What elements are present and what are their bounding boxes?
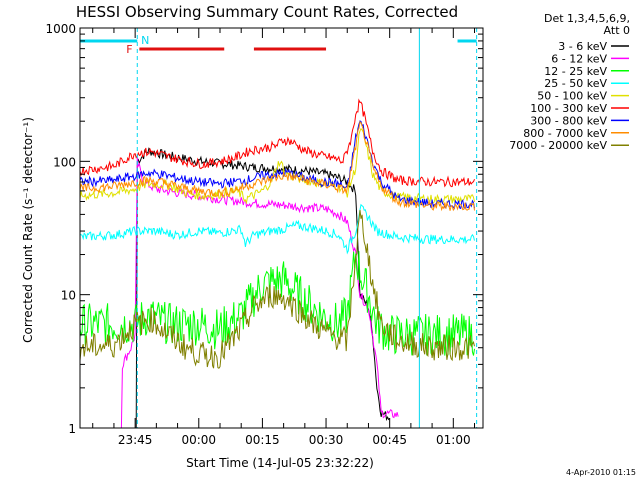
legend-label-1: 3 - 6 keV xyxy=(558,40,607,53)
y-tick-label-10: 10 xyxy=(61,289,76,303)
y-tick-label-1: 1 xyxy=(68,422,76,436)
flag-F-label: F xyxy=(126,43,132,56)
y-axis-label: Corrected Count Rate (s⁻¹ detector⁻¹) xyxy=(21,117,35,343)
legend-label-3: 12 - 25 keV xyxy=(544,65,607,78)
x-tick-label: 01:00 xyxy=(436,433,471,447)
legend-label-7: 300 - 800 keV xyxy=(530,114,607,127)
legend-label-6: 100 - 300 keV xyxy=(530,102,607,115)
x-axis-label: Start Time (14-Jul-05 23:32:22) xyxy=(186,456,374,470)
x-tick-label: 23:45 xyxy=(118,433,153,447)
chart-title: HESSI Observing Summary Count Rates, Cor… xyxy=(76,3,458,21)
legend-label-9: 7000 - 20000 keV xyxy=(509,139,607,152)
series-line-7 xyxy=(80,120,475,210)
plot-area: NF xyxy=(80,28,478,428)
legend-label-2: 6 - 12 keV xyxy=(551,52,607,65)
x-tick-label: 00:30 xyxy=(309,433,344,447)
legend-label-8: 800 - 7000 keV xyxy=(523,127,607,140)
footer-timestamp: 4-Apr-2010 01:15 xyxy=(566,468,636,477)
y-tick-label-100: 100 xyxy=(53,155,76,169)
x-tick-label: 00:15 xyxy=(245,433,280,447)
flag-N-label: N xyxy=(141,34,149,47)
legend-header-line2: Att 0 xyxy=(604,24,630,37)
series-line-9 xyxy=(80,210,475,369)
plot-content xyxy=(80,28,478,428)
series-line-4 xyxy=(80,203,475,255)
plot-frame xyxy=(79,27,484,429)
series-line-8 xyxy=(80,120,475,212)
axes: 1 10 100 1000 23:45 00:00 00:15 00:30 00:45 01:00 xyxy=(45,22,484,447)
legend-label-4: 25 - 50 keV xyxy=(544,77,607,90)
legend-header-line1: Det 1,3,4,5,6,9, xyxy=(544,12,630,25)
x-tick-label: 00:00 xyxy=(181,433,216,447)
y-tick-label-1000: 1000 xyxy=(45,22,76,36)
x-tick-label: 00:45 xyxy=(372,433,407,447)
legend-label-5: 50 - 100 keV xyxy=(537,90,607,103)
series-line-6 xyxy=(80,98,475,188)
